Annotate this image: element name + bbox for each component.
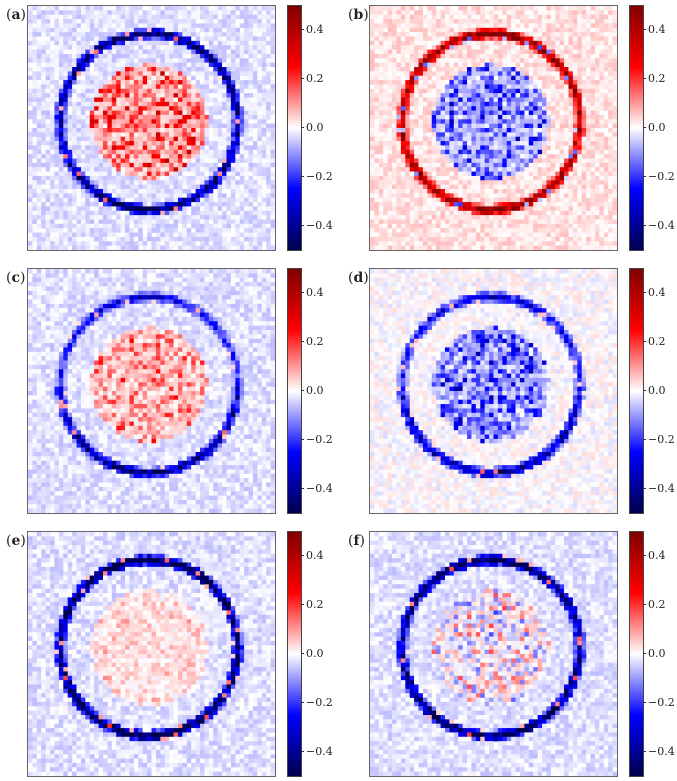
colorbar [287, 268, 302, 514]
colorbar-tick [301, 176, 304, 177]
colorbar-tick-label: 0.4 [648, 549, 666, 562]
colorbar [629, 5, 644, 251]
colorbar-tick [643, 653, 646, 654]
colorbar-tick [643, 78, 646, 79]
colorbar-tick [643, 390, 646, 391]
heatmap-panel-f [369, 531, 618, 777]
heatmap-image [28, 532, 275, 776]
colorbar-tick [643, 292, 646, 293]
colorbar-tick [301, 751, 304, 752]
colorbar-tick [301, 341, 304, 342]
colorbar-tick-label: −0.4 [648, 482, 675, 495]
panel-label: (f) [348, 533, 365, 549]
colorbar-tick [643, 341, 646, 342]
colorbar-tick [643, 488, 646, 489]
colorbar-tick [301, 439, 304, 440]
colorbar-tick [301, 225, 304, 226]
colorbar-tick-label: −0.4 [306, 745, 333, 758]
heatmap-panel-c [27, 268, 276, 514]
colorbar-tick [643, 604, 646, 605]
colorbar-tick [643, 176, 646, 177]
colorbar-tick-label: 0.2 [648, 335, 666, 348]
colorbar-tick [301, 78, 304, 79]
colorbar-tick [301, 292, 304, 293]
heatmap-image [370, 269, 617, 513]
colorbar-tick [301, 29, 304, 30]
colorbar-tick-label: 0.0 [648, 647, 666, 660]
colorbar-tick-label: −0.4 [306, 219, 333, 232]
colorbar-tick [643, 29, 646, 30]
colorbar-tick [643, 751, 646, 752]
panel-label: (d) [348, 270, 369, 286]
heatmap-image [370, 6, 617, 250]
colorbar-tick-label: 0.2 [306, 335, 324, 348]
colorbar-tick-label: −0.2 [306, 433, 333, 446]
colorbar-tick-label: 0.0 [306, 647, 324, 660]
colorbar-tick-label: 0.2 [648, 598, 666, 611]
heatmap-image [28, 269, 275, 513]
colorbar [629, 531, 644, 777]
colorbar-tick-label: 0.4 [306, 286, 324, 299]
colorbar-tick-label: 0.2 [306, 598, 324, 611]
colorbar-tick-label: −0.4 [648, 219, 675, 232]
heatmap-panel-e [27, 531, 276, 777]
colorbar [287, 531, 302, 777]
colorbar-tick-label: 0.0 [306, 121, 324, 134]
colorbar-tick [301, 127, 304, 128]
colorbar-tick-label: 0.0 [648, 384, 666, 397]
colorbar-tick-label: 0.4 [648, 286, 666, 299]
colorbar-tick [643, 702, 646, 703]
colorbar-tick-label: 0.4 [648, 23, 666, 36]
colorbar-tick [301, 604, 304, 605]
colorbar-tick [643, 555, 646, 556]
colorbar-tick-label: −0.4 [648, 745, 675, 758]
colorbar-tick [301, 653, 304, 654]
colorbar-tick [643, 439, 646, 440]
heatmap-panel-a [27, 5, 276, 251]
colorbar-tick [301, 702, 304, 703]
colorbar [287, 5, 302, 251]
panel-label: (e) [6, 533, 26, 549]
colorbar-tick [643, 225, 646, 226]
colorbar-tick-label: −0.2 [306, 170, 333, 183]
colorbar-tick-label: 0.2 [306, 72, 324, 85]
colorbar-tick-label: −0.4 [306, 482, 333, 495]
colorbar-tick-label: 0.0 [306, 384, 324, 397]
panel-label: (c) [6, 270, 26, 286]
heatmap-image [28, 6, 275, 250]
panel-label: (a) [6, 7, 27, 23]
colorbar-tick-label: −0.2 [648, 433, 675, 446]
colorbar-tick-label: 0.4 [306, 549, 324, 562]
colorbar-tick [301, 488, 304, 489]
panel-label: (b) [348, 7, 369, 23]
colorbar-tick-label: −0.2 [648, 696, 675, 709]
colorbar-tick-label: 0.0 [648, 121, 666, 134]
heatmap-image [370, 532, 617, 776]
colorbar-tick-label: −0.2 [306, 696, 333, 709]
colorbar-tick-label: −0.2 [648, 170, 675, 183]
colorbar [629, 268, 644, 514]
colorbar-tick [301, 390, 304, 391]
colorbar-tick-label: 0.4 [306, 23, 324, 36]
heatmap-panel-b [369, 5, 618, 251]
colorbar-tick-label: 0.2 [648, 72, 666, 85]
colorbar-tick [643, 127, 646, 128]
colorbar-tick [301, 555, 304, 556]
heatmap-panel-d [369, 268, 618, 514]
